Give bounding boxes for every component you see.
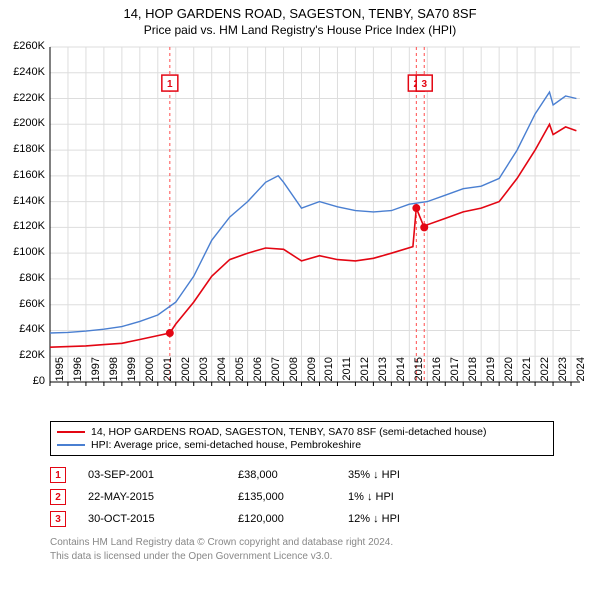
x-axis-tick-label: 2007 <box>270 357 282 397</box>
sale-date: 30-OCT-2015 <box>88 513 238 525</box>
footer-line: Contains HM Land Registry data © Crown c… <box>50 536 588 550</box>
x-axis-tick-label: 2003 <box>198 357 210 397</box>
x-axis-tick-label: 2023 <box>557 357 569 397</box>
sale-date: 03-SEP-2001 <box>88 469 238 481</box>
x-axis-tick-label: 2010 <box>323 357 335 397</box>
x-axis-tick-label: 2011 <box>341 357 353 397</box>
y-axis-tick-label: £240K <box>5 66 45 78</box>
legend-label: 14, HOP GARDENS ROAD, SAGESTON, TENBY, S… <box>91 426 486 438</box>
x-axis-tick-label: 2018 <box>467 357 479 397</box>
y-axis-tick-label: £120K <box>5 220 45 232</box>
sale-price: £135,000 <box>238 491 348 503</box>
chart-title-address: 14, HOP GARDENS ROAD, SAGESTON, TENBY, S… <box>0 6 600 21</box>
y-axis-tick-label: £100K <box>5 246 45 258</box>
x-axis-tick-label: 2021 <box>521 357 533 397</box>
x-axis-tick-label: 2006 <box>252 357 264 397</box>
x-axis-tick-label: 2002 <box>180 357 192 397</box>
legend-label: HPI: Average price, semi-detached house,… <box>91 439 361 451</box>
x-axis-tick-label: 2015 <box>413 357 425 397</box>
y-axis-tick-label: £40K <box>5 323 45 335</box>
x-axis-tick-label: 1998 <box>108 357 120 397</box>
y-axis-tick-label: £60K <box>5 298 45 310</box>
y-axis-tick-label: £80K <box>5 272 45 284</box>
x-axis-tick-label: 2017 <box>449 357 461 397</box>
x-axis-tick-label: 1996 <box>72 357 84 397</box>
transactions-table: 1 03-SEP-2001 £38,000 35% ↓ HPI 2 22-MAY… <box>50 464 540 530</box>
y-axis-tick-label: £260K <box>5 40 45 52</box>
x-axis-tick-label: 2013 <box>377 357 389 397</box>
x-axis-tick-label: 2005 <box>234 357 246 397</box>
legend-box: 14, HOP GARDENS ROAD, SAGESTON, TENBY, S… <box>50 421 554 456</box>
sale-marker-icon: 2 <box>50 489 66 505</box>
x-axis-tick-label: 2016 <box>431 357 443 397</box>
sale-vs-hpi: 12% ↓ HPI <box>348 513 458 525</box>
legend-row: 14, HOP GARDENS ROAD, SAGESTON, TENBY, S… <box>57 426 547 438</box>
x-axis-tick-label: 2024 <box>575 357 587 397</box>
x-axis-tick-label: 2004 <box>216 357 228 397</box>
table-row: 1 03-SEP-2001 £38,000 35% ↓ HPI <box>50 464 540 486</box>
table-row: 3 30-OCT-2015 £120,000 12% ↓ HPI <box>50 508 540 530</box>
svg-text:1: 1 <box>167 79 173 90</box>
y-axis-tick-label: £140K <box>5 195 45 207</box>
x-axis-tick-label: 2000 <box>144 357 156 397</box>
sale-marker-icon: 1 <box>50 467 66 483</box>
x-axis-tick-label: 1999 <box>126 357 138 397</box>
y-axis-tick-label: £0 <box>5 375 45 387</box>
x-axis-tick-label: 1997 <box>90 357 102 397</box>
sale-price: £38,000 <box>238 469 348 481</box>
y-axis-tick-label: £220K <box>5 92 45 104</box>
x-axis-tick-label: 2019 <box>485 357 497 397</box>
x-axis-tick-label: 2020 <box>503 357 515 397</box>
footer-attribution: Contains HM Land Registry data © Crown c… <box>50 536 588 563</box>
sale-vs-hpi: 1% ↓ HPI <box>348 491 458 503</box>
footer-line: This data is licensed under the Open Gov… <box>50 550 588 564</box>
y-axis-tick-label: £200K <box>5 117 45 129</box>
y-axis-tick-label: £160K <box>5 169 45 181</box>
x-axis-tick-label: 2022 <box>539 357 551 397</box>
chart-area: 123 £0£20K£40K£60K£80K£100K£120K£140K£16… <box>0 37 600 417</box>
legend-row: HPI: Average price, semi-detached house,… <box>57 439 547 451</box>
x-axis-tick-label: 2001 <box>162 357 174 397</box>
sale-price: £120,000 <box>238 513 348 525</box>
x-axis-tick-label: 2009 <box>306 357 318 397</box>
svg-text:3: 3 <box>421 79 427 90</box>
x-axis-tick-label: 2014 <box>395 357 407 397</box>
y-axis-tick-label: £20K <box>5 349 45 361</box>
page: 14, HOP GARDENS ROAD, SAGESTON, TENBY, S… <box>0 0 600 590</box>
x-axis-tick-label: 2012 <box>359 357 371 397</box>
sale-marker-icon: 3 <box>50 511 66 527</box>
sale-date: 22-MAY-2015 <box>88 491 238 503</box>
sale-vs-hpi: 35% ↓ HPI <box>348 469 458 481</box>
legend-swatch <box>57 444 85 446</box>
chart-title-sub: Price paid vs. HM Land Registry's House … <box>0 23 600 37</box>
x-axis-tick-label: 2008 <box>288 357 300 397</box>
chart-titles: 14, HOP GARDENS ROAD, SAGESTON, TENBY, S… <box>0 0 600 37</box>
y-axis-tick-label: £180K <box>5 143 45 155</box>
table-row: 2 22-MAY-2015 £135,000 1% ↓ HPI <box>50 486 540 508</box>
x-axis-tick-label: 1995 <box>54 357 66 397</box>
legend-swatch <box>57 431 85 433</box>
